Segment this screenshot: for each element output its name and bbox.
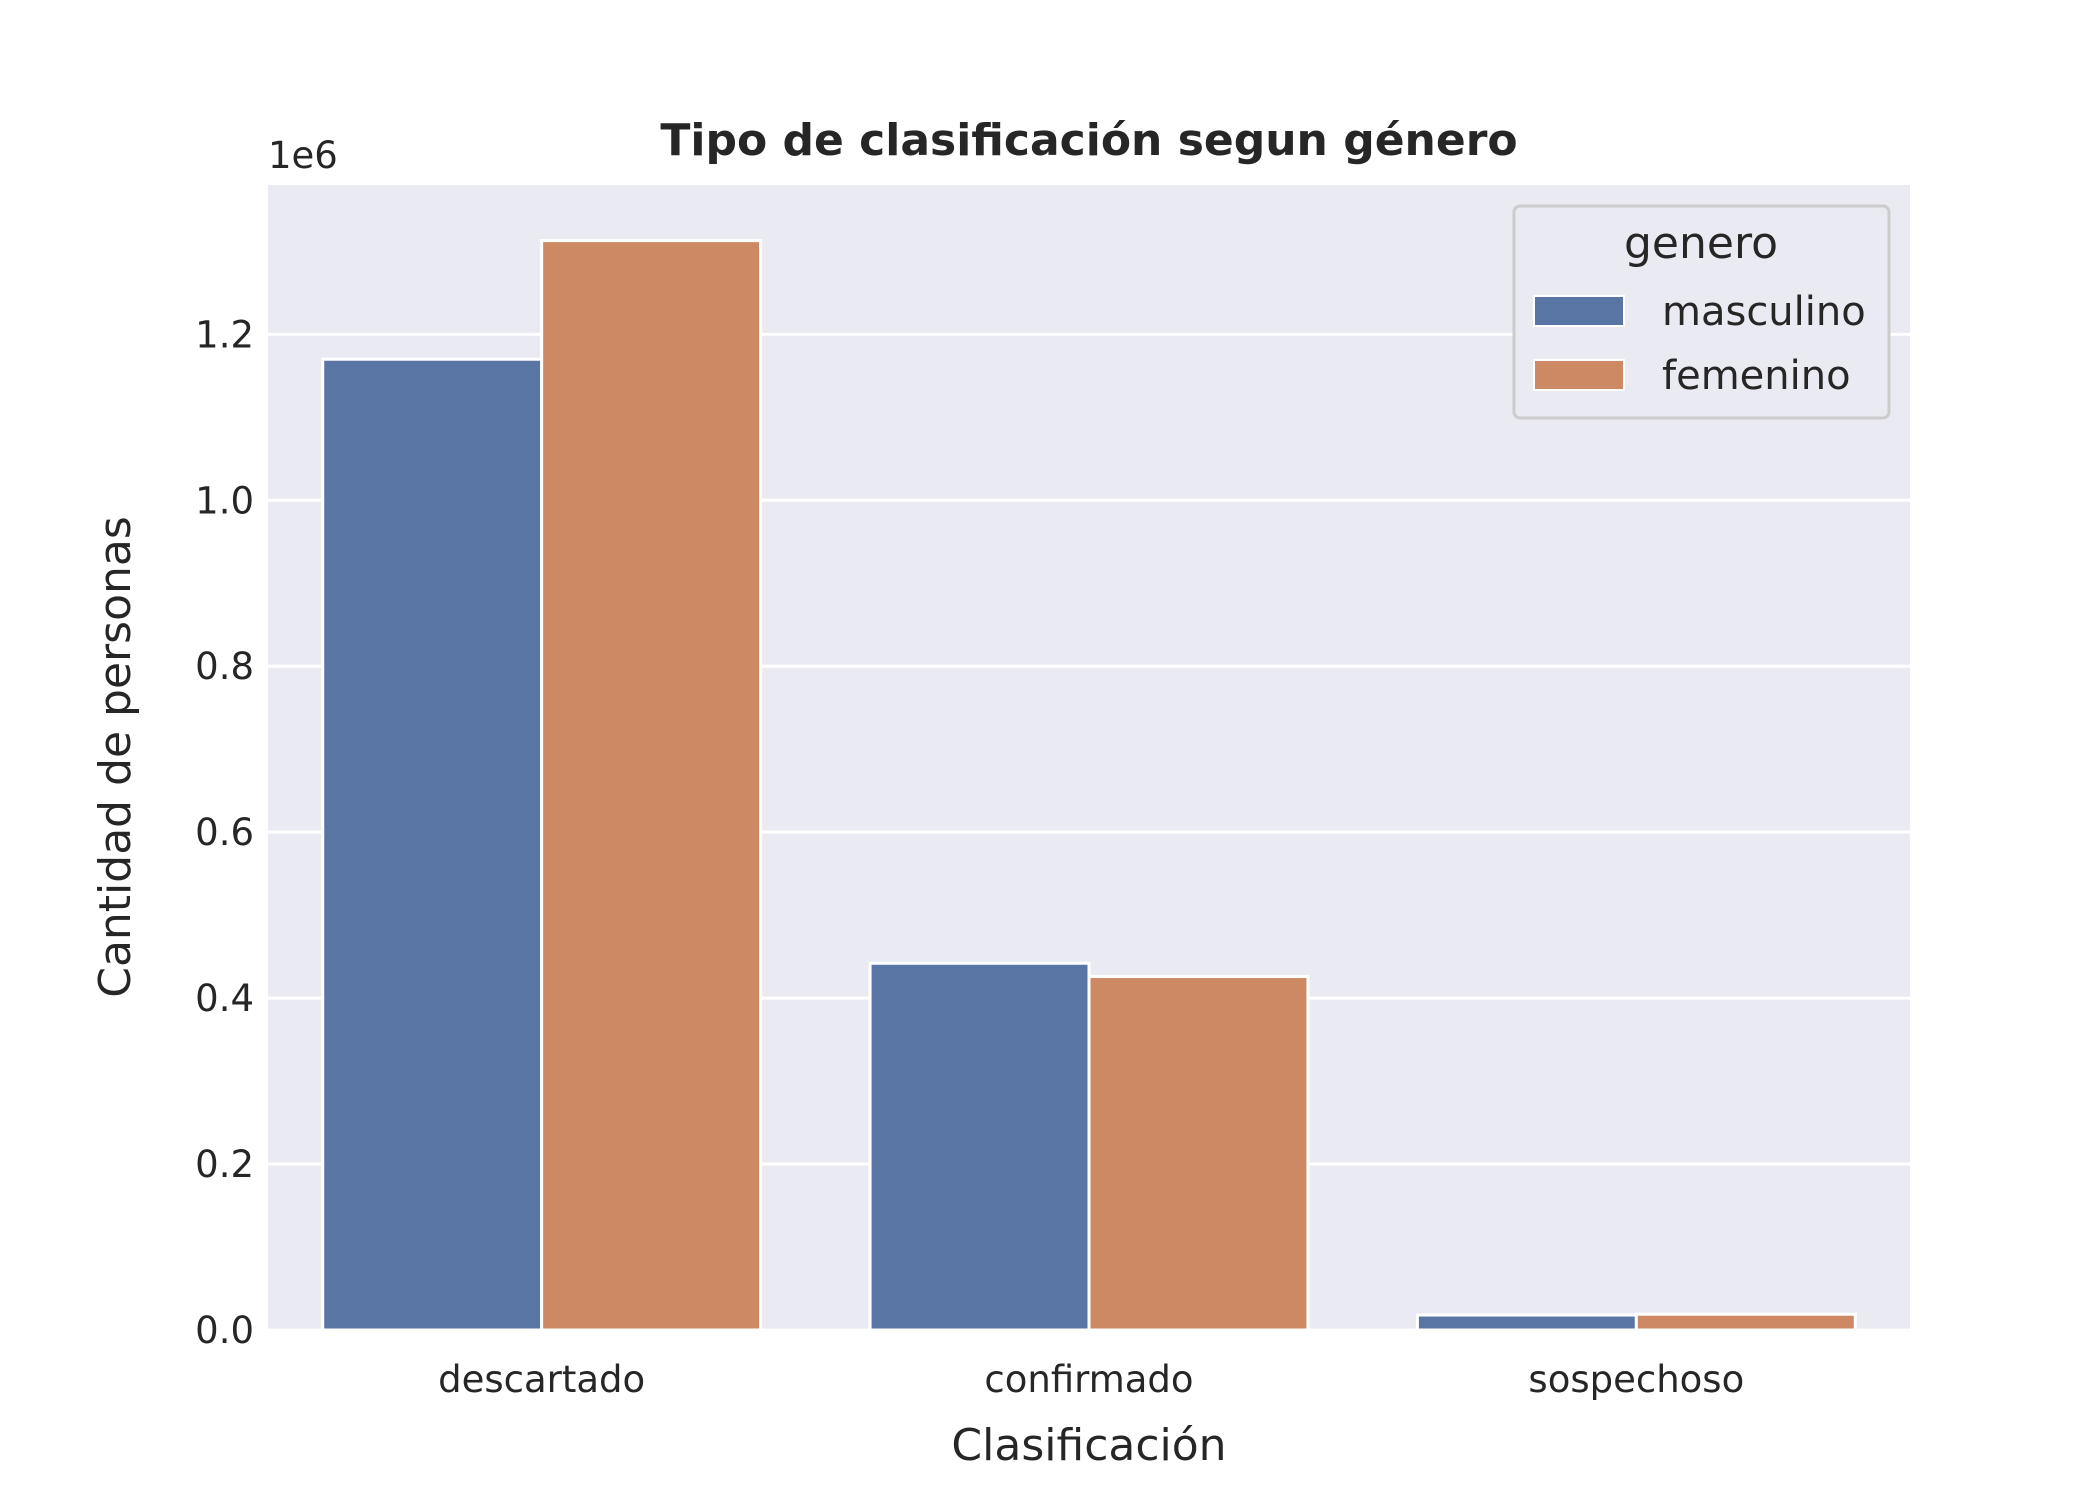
- bar-femenino-sospechoso: [1634, 1312, 1857, 1332]
- x-tick-label: confirmado: [984, 1358, 1193, 1401]
- x-axis-label: Clasificación: [951, 1420, 1226, 1471]
- legend-swatch-masculino: [1533, 295, 1625, 327]
- y-tick-label: 0.2: [195, 1143, 254, 1186]
- bar-masculino-confirmado: [868, 961, 1091, 1332]
- bar-femenino-descartado: [540, 239, 763, 1332]
- y-tick-label: 0.4: [195, 977, 254, 1020]
- bar-masculino-descartado: [321, 357, 544, 1332]
- chart-title: Tipo de clasificación segun género: [660, 115, 1517, 166]
- legend: genero masculino femenino: [1512, 204, 1891, 420]
- legend-title: genero: [1624, 218, 1778, 269]
- y-axis-label: Cantidad de personas: [90, 516, 141, 998]
- legend-label-masculino: masculino: [1662, 289, 1866, 335]
- y-tick-label: 1.2: [195, 313, 254, 356]
- bar-femenino-confirmado: [1087, 975, 1310, 1332]
- legend-swatch-femenino: [1533, 359, 1625, 391]
- y-tick-label: 0.0: [195, 1309, 254, 1352]
- legend-label-femenino: femenino: [1662, 353, 1851, 399]
- x-tick-labels: descartado confirmado sospechoso: [438, 1358, 1744, 1401]
- y-offset-label: 1e6: [268, 134, 338, 177]
- y-tick-labels: 0.0 0.2 0.4 0.6 0.8 1.0 1.2: [195, 313, 254, 1352]
- y-tick-label: 0.8: [195, 645, 254, 688]
- y-tick-label: 1.0: [195, 479, 254, 522]
- x-tick-label: descartado: [438, 1358, 645, 1401]
- y-tick-label: 0.6: [195, 811, 254, 854]
- x-tick-label: sospechoso: [1528, 1358, 1744, 1401]
- bars: [321, 239, 1857, 1332]
- bar-masculino-sospechoso: [1415, 1313, 1638, 1332]
